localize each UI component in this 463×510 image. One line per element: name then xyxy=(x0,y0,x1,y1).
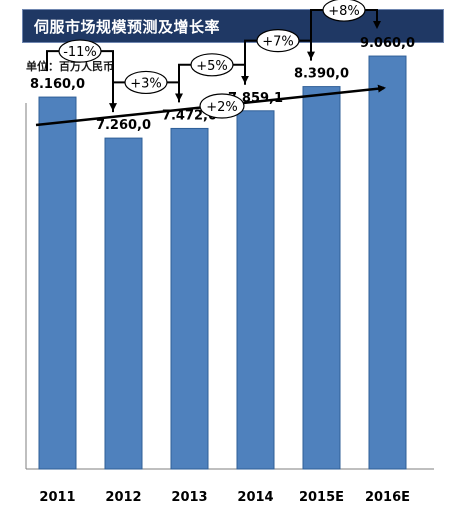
growth-label-2012: -11% xyxy=(63,45,97,60)
chart-title: 伺服市场规模预测及增长率 xyxy=(34,18,221,36)
value-label-2015E: 8.390,0 xyxy=(294,67,349,82)
growth-label-2013: +3% xyxy=(130,76,162,91)
bar-2016E xyxy=(368,55,407,470)
growth-bubble-2016E xyxy=(322,0,366,22)
growth-label-2016E: +8% xyxy=(328,4,360,19)
growth-bubble-2013 xyxy=(124,70,168,95)
value-label-2016E: 9.060,0 xyxy=(360,36,415,51)
growth-bubble-2012 xyxy=(58,39,102,63)
x-tick-label-2012: 2012 xyxy=(105,490,141,505)
x-tick-label-2016E: 2016E xyxy=(365,490,410,505)
overall-growth-label: +2% xyxy=(206,100,238,115)
x-tick-label-2013: 2013 xyxy=(171,490,207,505)
bar-2013 xyxy=(170,127,209,470)
value-label-2011: 8.160,0 xyxy=(30,77,85,92)
bar-2012 xyxy=(104,137,143,470)
x-tick-label-2015E: 2015E xyxy=(299,490,344,505)
bar-2011 xyxy=(38,96,77,470)
growth-label-2014: +5% xyxy=(196,59,228,74)
bar-2014 xyxy=(236,110,275,470)
growth-label-2015E: +7% xyxy=(262,35,294,50)
growth-bubble-2014 xyxy=(190,53,234,77)
value-label-2012: 7.260,0 xyxy=(96,118,151,133)
bar-2015E xyxy=(302,86,341,470)
x-tick-label-2014: 2014 xyxy=(237,490,273,505)
x-tick-label-2011: 2011 xyxy=(39,490,75,505)
overall-growth-bubble xyxy=(199,93,245,119)
growth-bubble-2015E xyxy=(256,28,300,53)
